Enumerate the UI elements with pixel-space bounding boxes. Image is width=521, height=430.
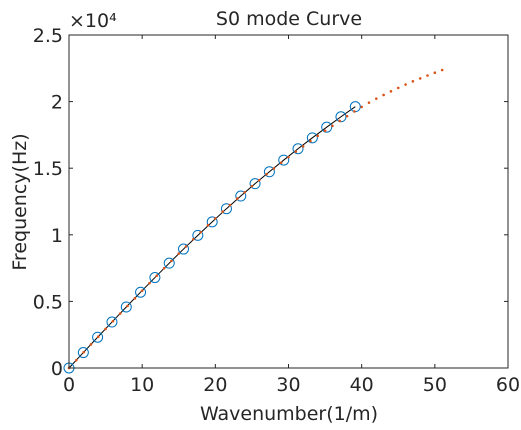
x-axis-label: Wavenumber(1/m): [200, 403, 378, 425]
data-layer: [63, 68, 444, 374]
data-point-dot: [75, 358, 78, 362]
data-point-circle: [292, 143, 304, 155]
data-point-dot: [279, 161, 283, 165]
data-point-dot: [389, 90, 393, 93]
y-tick-label: 0.5: [33, 291, 63, 313]
data-point-dot: [382, 93, 385, 97]
data-point-dot: [214, 217, 217, 220]
axes-background: [69, 35, 508, 368]
series-line: [68, 106, 356, 369]
y-exponent-label: ×10⁴: [69, 10, 117, 32]
data-point-dot: [426, 74, 429, 77]
data-point-dot: [404, 83, 407, 86]
y-tick-label: 1: [51, 225, 63, 247]
y-tick-label: 0: [51, 358, 63, 380]
x-tick-label: 0: [63, 374, 75, 396]
data-point-circle: [278, 154, 290, 166]
data-point-circle: [178, 243, 190, 255]
data-point-dot: [235, 197, 239, 200]
x-tick-label: 40: [350, 374, 374, 396]
axes-layer: 0 10 20 30 40 50 60 0 0.5 1 1.5 2 2.5: [33, 25, 520, 396]
data-point-dot: [133, 297, 137, 300]
data-point-circle: [120, 301, 132, 313]
data-point-dot: [177, 252, 181, 255]
data-point-dot: [331, 124, 334, 128]
data-point-circle: [235, 190, 247, 202]
data-point-dot: [96, 335, 100, 338]
x-tick-label: 20: [203, 374, 227, 396]
data-point-dot: [221, 210, 224, 213]
data-point-dot: [323, 129, 327, 133]
data-point-dot: [118, 312, 122, 315]
data-point-dot: [301, 145, 305, 148]
x-tick-label: 60: [496, 374, 520, 396]
chart-title: S0 mode Curve: [216, 8, 362, 30]
data-point-circle: [321, 121, 333, 133]
data-point-circle: [106, 316, 118, 328]
data-point-circle: [192, 229, 204, 241]
data-point-dot: [170, 259, 173, 263]
data-point-circle: [149, 272, 161, 284]
data-point-dot: [287, 155, 290, 159]
plot-area: [69, 35, 508, 368]
data-point-dot: [433, 71, 437, 74]
data-point-dot: [148, 281, 151, 285]
data-point-dot: [440, 68, 444, 72]
x-tick-label: 30: [276, 374, 300, 396]
data-point-dot: [411, 80, 415, 83]
data-point-dot: [155, 274, 159, 277]
data-point-dot: [89, 343, 93, 346]
data-point-dot: [265, 172, 268, 176]
data-point-dot: [345, 114, 349, 118]
data-point-dot: [309, 139, 312, 143]
x-tick-label: 10: [130, 374, 154, 396]
data-point-dot: [360, 105, 363, 109]
data-point-circle: [77, 347, 89, 359]
data-point-dot: [367, 101, 371, 104]
data-point-circle: [220, 203, 232, 215]
data-point-dot: [126, 304, 129, 308]
data-point-dot: [199, 230, 202, 234]
data-point-dot: [192, 237, 195, 241]
y-tick-label: 2: [51, 92, 63, 114]
data-point-circle: [92, 331, 104, 343]
data-point-dot: [184, 245, 188, 248]
data-point-dot: [111, 319, 115, 323]
data-point-dot: [228, 203, 232, 207]
data-point-dot: [257, 178, 261, 182]
data-point-dot: [243, 191, 246, 194]
data-point-circle: [306, 132, 318, 144]
data-point-dot: [206, 223, 210, 227]
data-point-dot: [375, 97, 378, 100]
y-tick-label: 2.5: [33, 25, 63, 47]
data-point-dot: [272, 167, 276, 170]
data-point-dot: [294, 150, 298, 153]
data-point-dot: [316, 134, 320, 138]
data-point-dot: [418, 77, 422, 80]
y-axis-label: Frequency(Hz): [9, 133, 31, 270]
data-point-circle: [249, 178, 261, 190]
data-point-circle: [206, 216, 218, 228]
data-point-dot: [396, 86, 400, 90]
data-point-dot: [82, 350, 85, 354]
data-point-dot: [250, 184, 254, 188]
data-point-dot: [162, 266, 166, 270]
data-point-circle: [135, 286, 147, 298]
x-tick-label: 50: [423, 374, 447, 396]
data-point-circle: [163, 257, 175, 269]
data-point-circle: [263, 166, 275, 178]
data-point-dot: [353, 110, 356, 113]
data-point-dot: [140, 289, 144, 293]
data-point-dot: [338, 119, 342, 123]
y-tick-label: 1.5: [33, 158, 63, 180]
data-point-dot: [104, 327, 107, 331]
